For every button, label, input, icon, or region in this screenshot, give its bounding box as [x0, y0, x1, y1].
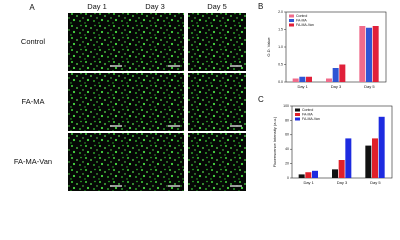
- bar: [292, 78, 299, 82]
- legend-swatch: [295, 108, 300, 112]
- y-tick-label: 20: [285, 162, 289, 166]
- bar: [298, 174, 305, 178]
- panel-label: A: [29, 3, 35, 12]
- micrograph: [68, 13, 126, 71]
- micrograph: [126, 13, 184, 71]
- legend-label: Control: [296, 14, 308, 18]
- legend-swatch: [289, 14, 294, 18]
- legend-swatch: [295, 113, 300, 116]
- micrograph: [188, 73, 246, 131]
- panel-label: B: [258, 2, 263, 11]
- y-tick-label: 1.5: [278, 27, 283, 31]
- x-tick-label: Day 1: [297, 84, 308, 89]
- row-label: Control: [21, 37, 46, 46]
- y-tick-label: 1.0: [278, 45, 283, 49]
- legend-swatch: [289, 23, 294, 27]
- column-label: Day 3: [145, 2, 165, 11]
- legend-label: FA-MA: [296, 18, 307, 22]
- bar: [312, 170, 318, 178]
- y-tick-label: 0.5: [278, 62, 283, 66]
- figure: A Day 1 Day 3 Day 5ControlFA-MAFA-MA-VanBO…: [14, 2, 393, 191]
- y-tick-label: 0.0: [278, 80, 283, 84]
- x-tick-label: Day 3: [331, 84, 342, 89]
- legend-label: FA-MA: [302, 112, 313, 116]
- bar: [345, 138, 352, 178]
- x-tick-label: Day 5: [364, 84, 375, 89]
- bar: [306, 76, 312, 82]
- bar: [299, 76, 306, 82]
- bar: [339, 64, 346, 82]
- y-tick-label: 100: [283, 104, 289, 108]
- legend-label: FA-MA-Van: [302, 117, 320, 121]
- row-label: FA-MA: [22, 97, 45, 106]
- y-tick-label: 60: [285, 133, 289, 137]
- x-tick-label: Day 1: [303, 180, 314, 185]
- legend-swatch: [295, 117, 300, 121]
- bar: [372, 138, 378, 178]
- x-tick-label: Day 5: [370, 180, 381, 185]
- bar: [332, 169, 338, 178]
- micrograph: [126, 73, 184, 131]
- column-label: Day 5: [207, 2, 227, 11]
- bar: [326, 78, 332, 82]
- y-tick-label: 2.0: [278, 10, 283, 14]
- y-axis-label: Fluorescence Intensity (a.u.): [272, 116, 277, 167]
- bar: [366, 27, 372, 82]
- column-label: Day 1: [87, 2, 107, 11]
- y-axis-label: O.D. Value: [266, 37, 271, 57]
- micrograph: [188, 133, 246, 191]
- legend-swatch: [289, 19, 294, 22]
- y-tick-label: 0: [287, 176, 289, 180]
- x-tick-label: Day 3: [337, 180, 348, 185]
- bar: [338, 160, 345, 178]
- y-tick-label: 80: [285, 118, 289, 122]
- bar: [332, 68, 339, 82]
- micrograph: [68, 73, 126, 131]
- bar: [359, 26, 366, 82]
- micrograph: [68, 133, 126, 191]
- row-label: FA-MA-Van: [14, 157, 52, 166]
- bar: [372, 26, 379, 82]
- micrograph-grid: A: [29, 3, 35, 12]
- y-tick-label: 40: [285, 147, 289, 151]
- bar: [365, 145, 372, 178]
- micrograph: [126, 133, 184, 191]
- bar: [378, 116, 385, 178]
- legend-label: FA-MA-Van: [296, 23, 314, 27]
- panel-label: C: [258, 95, 264, 104]
- bar: [305, 172, 312, 178]
- micrograph: [188, 13, 246, 71]
- legend-label: Control: [302, 108, 314, 112]
